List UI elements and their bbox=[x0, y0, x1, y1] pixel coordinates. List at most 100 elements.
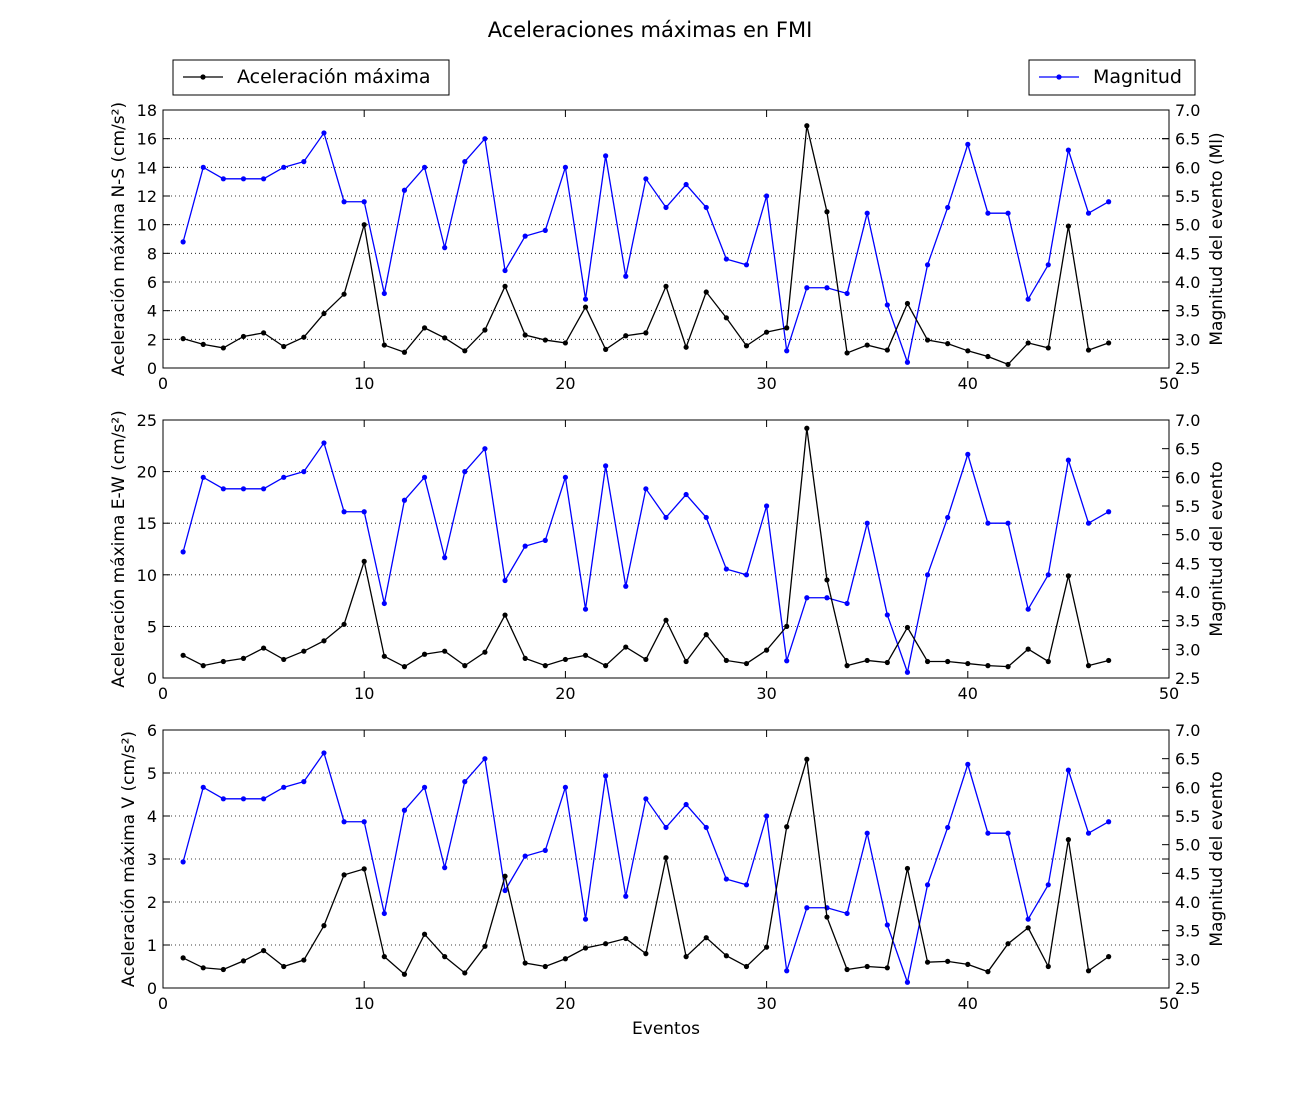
ytick-right-label-ns-6: 5.5 bbox=[1175, 187, 1200, 206]
magnitude-point-ns-45 bbox=[1065, 147, 1071, 153]
magnitude-point-ew-2 bbox=[200, 474, 206, 480]
magnitude-point-ew-32 bbox=[804, 595, 810, 601]
magnitude-point-v-4 bbox=[240, 796, 247, 802]
magnitude-point-v-21 bbox=[582, 916, 589, 922]
acceleration-point-ew-8 bbox=[321, 638, 327, 644]
xtick-label-ns-2: 20 bbox=[555, 374, 575, 393]
magnitude-point-v-36 bbox=[884, 922, 890, 928]
magnitude-point-ns-1 bbox=[180, 239, 186, 245]
ytick-right-label-ew-6: 5.5 bbox=[1175, 497, 1200, 516]
acceleration-point-v-22 bbox=[603, 941, 609, 947]
acceleration-point-ns-32 bbox=[804, 123, 810, 129]
ytick-right-label-ew-3: 4.0 bbox=[1175, 583, 1200, 602]
acceleration-point-v-45 bbox=[1065, 837, 1071, 843]
acceleration-point-v-4 bbox=[240, 958, 247, 964]
magnitude-point-v-1 bbox=[180, 859, 186, 865]
magnitude-point-v-9 bbox=[341, 819, 347, 825]
acceleration-point-ns-28 bbox=[723, 315, 729, 321]
magnitude-point-v-30 bbox=[764, 813, 770, 819]
acceleration-point-v-37 bbox=[904, 865, 911, 872]
acceleration-point-ew-26 bbox=[683, 658, 689, 665]
acceleration-point-ns-44 bbox=[1045, 345, 1051, 351]
ylabel-right-v: Magnitud del evento bbox=[1207, 771, 1227, 946]
ytick-left-label-ns-5: 10 bbox=[137, 216, 157, 235]
magnitude-point-ns-38 bbox=[924, 262, 931, 268]
magnitude-point-ns-8 bbox=[321, 130, 327, 136]
magnitude-point-ew-21 bbox=[582, 606, 589, 612]
magnitude-point-ew-7 bbox=[301, 469, 307, 475]
magnitude-point-ew-24 bbox=[643, 486, 649, 492]
acceleration-point-ns-47 bbox=[1106, 340, 1112, 346]
magnitude-point-ns-35 bbox=[864, 210, 870, 216]
magnitude-point-ew-44 bbox=[1045, 572, 1051, 578]
acceleration-point-ew-29 bbox=[743, 660, 750, 667]
magnitude-point-ns-3 bbox=[220, 176, 226, 182]
magnitude-point-ew-15 bbox=[462, 469, 468, 475]
acceleration-point-ns-17 bbox=[502, 283, 508, 289]
magnitude-point-ew-16 bbox=[482, 446, 488, 452]
acceleration-point-ew-44 bbox=[1045, 658, 1051, 665]
acceleration-point-ns-11 bbox=[381, 342, 387, 348]
magnitude-point-ew-37 bbox=[904, 669, 911, 675]
magnitude-point-ew-43 bbox=[1025, 606, 1031, 612]
magnitude-point-ew-28 bbox=[723, 566, 729, 572]
magnitude-point-ns-20 bbox=[562, 164, 569, 170]
acceleration-point-ns-2 bbox=[200, 341, 206, 347]
magnitude-point-ns-17 bbox=[502, 267, 508, 274]
magnitude-point-v-46 bbox=[1085, 830, 1092, 836]
acceleration-point-ns-40 bbox=[965, 348, 971, 354]
ylabel-left-ns: Aceleración máxima N-S (cm/s²) bbox=[109, 102, 129, 376]
acceleration-point-ew-46 bbox=[1085, 663, 1092, 669]
acceleration-point-ns-41 bbox=[985, 353, 991, 360]
xtick-label-ew-4: 40 bbox=[958, 684, 978, 703]
acceleration-point-ns-15 bbox=[462, 348, 468, 354]
magnitude-point-ew-30 bbox=[764, 503, 770, 509]
acceleration-point-ns-29 bbox=[743, 343, 750, 349]
ytick-right-label-v-8: 6.5 bbox=[1175, 750, 1200, 769]
acceleration-point-ns-9 bbox=[341, 291, 347, 297]
legend-magnitude: Magnitud bbox=[1028, 59, 1196, 96]
ytick-left-label-v-1: 1 bbox=[147, 936, 157, 955]
magnitude-point-ns-39 bbox=[945, 204, 951, 211]
acceleration-point-ns-38 bbox=[924, 337, 931, 343]
ylabel-left-v: Aceleración máxima V (cm/s²) bbox=[119, 731, 139, 987]
magnitude-point-ew-22 bbox=[603, 463, 609, 469]
acceleration-point-v-13 bbox=[421, 931, 428, 937]
ytick-right-label-ns-7: 6.0 bbox=[1175, 158, 1200, 177]
ytick-right-label-v-7: 6.0 bbox=[1175, 778, 1200, 797]
acceleration-point-ew-23 bbox=[623, 644, 629, 650]
acceleration-point-v-6 bbox=[281, 963, 287, 970]
acceleration-point-v-9 bbox=[341, 872, 347, 878]
magnitude-point-v-19 bbox=[542, 847, 548, 854]
magnitude-point-v-6 bbox=[281, 784, 287, 790]
magnitude-point-v-32 bbox=[804, 905, 810, 911]
ytick-left-label-v-5: 5 bbox=[147, 764, 157, 783]
magnitude-point-v-16 bbox=[482, 756, 488, 762]
xtick-label-ew-5: 50 bbox=[1159, 684, 1179, 703]
xlabel: Eventos bbox=[632, 1019, 700, 1039]
magnitude-point-ns-43 bbox=[1025, 296, 1031, 302]
acceleration-point-ew-28 bbox=[723, 657, 729, 664]
magnitude-point-v-12 bbox=[401, 807, 408, 813]
magnitude-point-ew-9 bbox=[341, 509, 347, 515]
acceleration-point-ns-18 bbox=[522, 332, 528, 338]
magnitude-point-ew-31 bbox=[784, 658, 790, 664]
acceleration-point-ew-22 bbox=[603, 663, 609, 669]
magnitude-point-ew-25 bbox=[663, 514, 669, 521]
acceleration-point-ns-3 bbox=[220, 345, 226, 351]
magnitude-point-ew-6 bbox=[281, 474, 287, 480]
magnitude-point-ew-47 bbox=[1106, 509, 1112, 515]
acceleration-point-ns-6 bbox=[281, 343, 287, 350]
magnitude-point-ew-36 bbox=[884, 612, 890, 618]
magnitude-point-ns-14 bbox=[442, 245, 448, 251]
acceleration-point-ns-27 bbox=[703, 289, 709, 295]
acceleration-point-v-1 bbox=[180, 955, 186, 961]
acceleration-point-v-33 bbox=[824, 914, 830, 920]
acceleration-point-v-2 bbox=[200, 965, 206, 971]
magnitude-point-v-31 bbox=[784, 968, 790, 974]
ytick-right-label-ns-0: 2.5 bbox=[1175, 359, 1200, 378]
ylabel-left-ew: Aceleración máxima E-W (cm/s²) bbox=[109, 410, 129, 688]
acceleration-point-ns-35 bbox=[864, 342, 870, 348]
acceleration-point-v-31 bbox=[784, 824, 790, 830]
